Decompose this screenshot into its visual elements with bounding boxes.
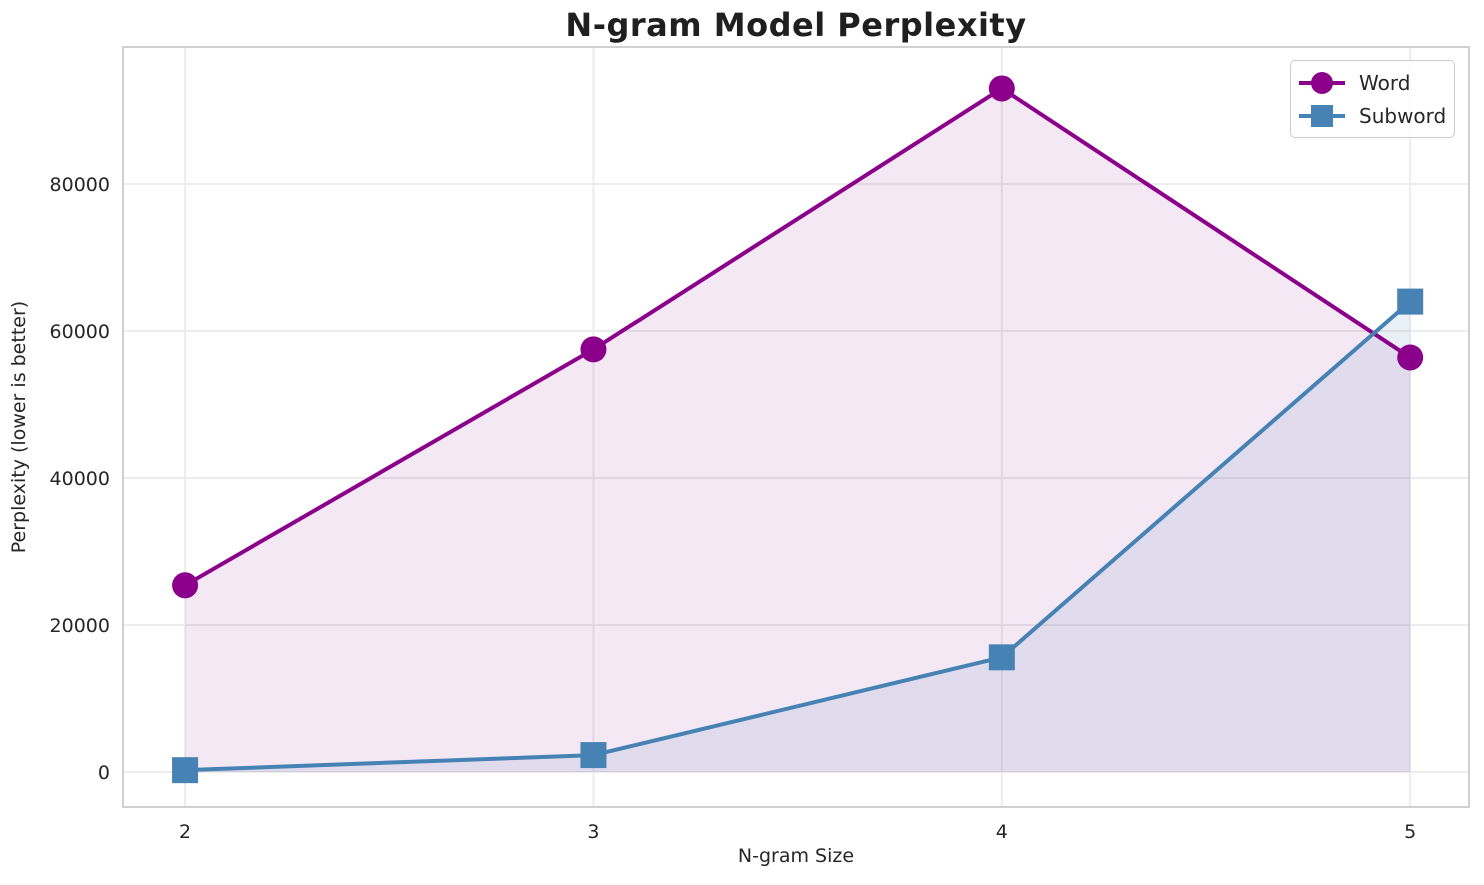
legend-item-subword: Subword bbox=[1297, 99, 1446, 132]
subword-data-point bbox=[172, 757, 199, 784]
word-line-marker-icon bbox=[1299, 71, 1345, 94]
y-tick-label: 20000 bbox=[50, 615, 110, 637]
subword-area-fill bbox=[185, 301, 1411, 772]
subword-legend-marker-icon bbox=[1311, 104, 1333, 127]
plot-border bbox=[122, 46, 1470, 808]
legend-label-word: Word bbox=[1359, 70, 1411, 95]
word-data-point bbox=[580, 336, 607, 363]
word-line bbox=[183, 86, 1413, 588]
legend-label-subword: Subword bbox=[1359, 103, 1447, 128]
subword-data-point bbox=[1397, 288, 1424, 315]
word-data-point bbox=[1397, 344, 1424, 371]
y-tick-label: 80000 bbox=[50, 174, 110, 196]
subword-data-point bbox=[988, 644, 1015, 671]
legend: Word Subword bbox=[1290, 60, 1455, 138]
x-tick-label: 3 bbox=[587, 821, 599, 843]
y-tick-label: 60000 bbox=[50, 321, 110, 343]
subword-data-point bbox=[580, 742, 607, 769]
subword-line-marker-icon bbox=[1299, 104, 1345, 127]
y-tick-label: 40000 bbox=[50, 468, 110, 490]
x-axis-label: N-gram Size bbox=[737, 845, 855, 867]
x-tick-label: 4 bbox=[996, 821, 1008, 843]
word-legend-marker-icon bbox=[1311, 71, 1333, 94]
y-tick-label: 0 bbox=[98, 762, 110, 784]
chart-title: N-gram Model Perplexity bbox=[565, 6, 1027, 44]
legend-item-word: Word bbox=[1297, 66, 1446, 99]
subword-line bbox=[183, 299, 1413, 773]
x-tick-label: 5 bbox=[1404, 821, 1416, 843]
word-area-fill bbox=[185, 88, 1411, 772]
x-tick-label: 2 bbox=[179, 821, 191, 843]
word-data-point bbox=[988, 75, 1015, 102]
y-axis-label: Perplexity (lower is better) bbox=[8, 300, 30, 554]
word-data-point bbox=[172, 572, 199, 599]
